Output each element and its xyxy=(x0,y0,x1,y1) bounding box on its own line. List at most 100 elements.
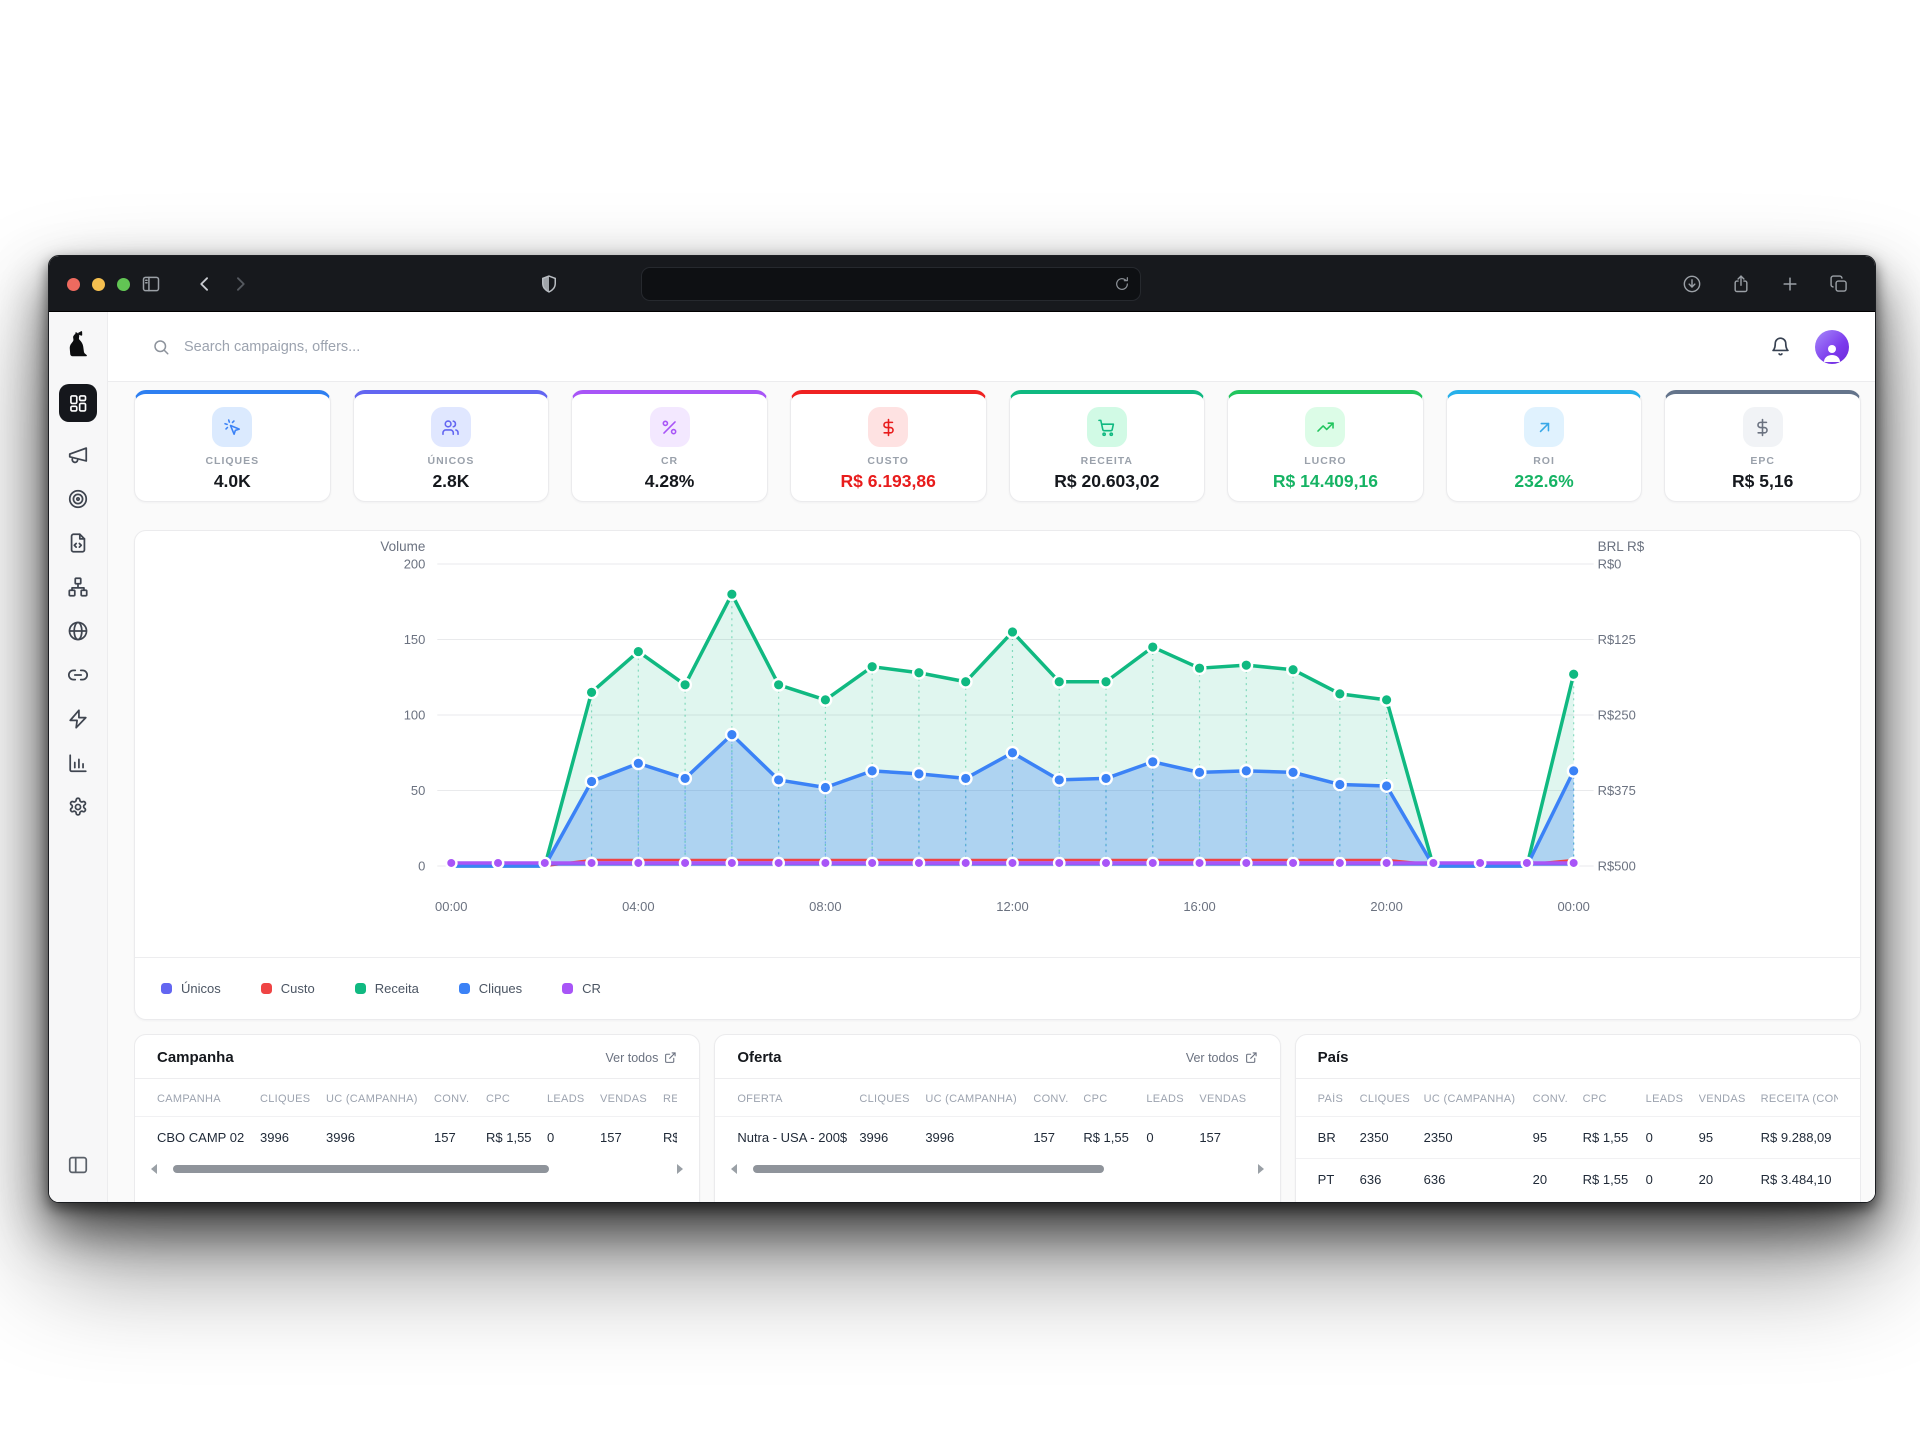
browser-sidebar-toggle-icon[interactable] xyxy=(141,256,161,312)
table-cell: 20 xyxy=(1532,1172,1548,1187)
cursor-click-icon xyxy=(212,407,253,447)
kpi-value: 4.28% xyxy=(644,471,695,491)
kpi-value: R$ 6.193,86 xyxy=(840,471,936,491)
tab-overview-icon[interactable] xyxy=(1829,274,1849,294)
scroll-right-arrow[interactable] xyxy=(1257,1164,1264,1174)
legend-item-cliques[interactable]: Cliques xyxy=(458,981,522,996)
percent-icon xyxy=(649,407,690,447)
sidebar-item-dashboard[interactable] xyxy=(59,384,97,422)
table-cell: 636 xyxy=(1359,1172,1382,1187)
table-row[interactable]: CBO CAMP 02 3996 3996 157 R$ 1,55 0 157 R$ xyxy=(135,1116,700,1158)
ver-todos-link[interactable]: Ver todos xyxy=(1186,1051,1258,1065)
kpi-value: 4.0K xyxy=(213,471,251,491)
sidebar-item-globe-icon[interactable] xyxy=(67,620,89,642)
minimize-window-button[interactable] xyxy=(92,277,105,291)
table-title: País xyxy=(1317,1049,1349,1066)
scrollbar-track[interactable] xyxy=(163,1165,671,1173)
table-divider xyxy=(1295,1078,1860,1079)
app-sidebar xyxy=(49,312,108,1202)
browser-toolbar xyxy=(49,256,1875,312)
sidebar-item-target-icon[interactable] xyxy=(67,488,89,510)
table-title: Oferta xyxy=(737,1049,782,1066)
table-header-cell: VENDAS xyxy=(600,1093,648,1105)
scroll-right-arrow[interactable] xyxy=(677,1164,684,1174)
kpi-card-epc: EPC R$ 5,16 xyxy=(1664,390,1861,502)
sidebar-item-file-code-icon[interactable] xyxy=(67,532,89,554)
svg-text:00:00: 00:00 xyxy=(1557,899,1589,914)
table-header-cell: RECEITA (CONV.) xyxy=(1760,1093,1838,1105)
sidebar-item-network-icon[interactable] xyxy=(67,576,89,598)
zoom-window-button[interactable] xyxy=(117,277,130,291)
performance-chart-card: 200 R$0 150 R$125 100 R$250 50 R$375 0 R$500 Volum… xyxy=(134,530,1861,1020)
legend-item-únicos[interactable]: Únicos xyxy=(161,981,221,996)
collapse-sidebar-icon[interactable] xyxy=(67,1154,89,1176)
kpi-card-lucro: LUCRO R$ 14.409,16 xyxy=(1227,390,1424,502)
table-cell: 20 xyxy=(1698,1172,1714,1187)
horizontal-scrollbar[interactable] xyxy=(715,1158,1279,1174)
svg-text:0: 0 xyxy=(418,858,425,873)
table-row[interactable]: PT 636 636 20 R$ 1,55 0 20 R$ 3.484,10 xyxy=(1295,1158,1860,1200)
new-tab-icon[interactable] xyxy=(1780,274,1800,294)
scroll-left-arrow[interactable] xyxy=(151,1164,157,1174)
scrollbar-track[interactable] xyxy=(743,1165,1251,1173)
scroll-left-arrow[interactable] xyxy=(731,1164,738,1174)
table-divider xyxy=(135,1078,700,1079)
table-row[interactable]: Nutra - USA - 200$ 3996 3996 157 R$ 1,55 0 157 xyxy=(715,1116,1280,1158)
table-header-cell: CPC xyxy=(1083,1093,1108,1105)
dashboard-main: CLIQUES 4.0K ÚNICOS 2.8K CR 4.28% CUSTO R$ 6.19… xyxy=(108,382,1875,1202)
sidebar-item-settings-gear-icon[interactable] xyxy=(67,796,89,818)
traffic-lights xyxy=(67,256,130,312)
table-cell: 2350 xyxy=(1359,1130,1389,1145)
scrollbar-thumb[interactable] xyxy=(753,1165,1105,1173)
table-header-cell: PAÍS xyxy=(1317,1093,1344,1105)
table-cell: 3996 xyxy=(260,1130,289,1145)
sidebar-item-campaigns-megaphone-icon[interactable] xyxy=(67,444,89,466)
sidebar-item-link-icon[interactable] xyxy=(67,664,89,686)
svg-text:R$250: R$250 xyxy=(1598,707,1636,722)
legend-item-receita[interactable]: Receita xyxy=(354,981,419,996)
table-cell: CBO CAMP 02 xyxy=(157,1130,245,1145)
downloads-icon[interactable] xyxy=(1682,274,1702,294)
privacy-shield-icon[interactable] xyxy=(539,256,559,312)
horizontal-scrollbar[interactable] xyxy=(135,1158,699,1174)
kpi-card-cliques: CLIQUES 4.0K xyxy=(134,390,331,502)
legend-item-cr[interactable]: CR xyxy=(562,981,601,996)
sidebar-item-analytics-icon[interactable] xyxy=(67,752,89,774)
legend-swatch xyxy=(562,983,574,994)
kpi-value: 232.6% xyxy=(1514,471,1574,491)
svg-text:20:00: 20:00 xyxy=(1370,899,1402,914)
svg-text:100: 100 xyxy=(404,707,426,722)
back-button-icon[interactable] xyxy=(195,256,215,312)
table-cell: R$ 9.288,09 xyxy=(1760,1130,1832,1145)
sidebar-item-zap-icon[interactable] xyxy=(67,708,89,730)
kpi-card-únicos: ÚNICOS 2.8K xyxy=(352,390,550,502)
arrow-up-right-icon xyxy=(1524,407,1565,447)
table-header-cell: LEADS xyxy=(1645,1093,1684,1105)
forward-button-icon[interactable] xyxy=(230,256,250,312)
dollar-icon xyxy=(868,407,909,447)
table-header-cell: LEADS xyxy=(1146,1093,1184,1105)
kpi-label: LUCRO xyxy=(1304,455,1347,467)
search-input[interactable] xyxy=(184,338,1770,355)
table-cell: 0 xyxy=(1146,1130,1154,1145)
table-cell: Nutra - USA - 200$ xyxy=(737,1130,848,1145)
notifications-bell-icon[interactable] xyxy=(1770,336,1791,357)
summary-tables-row: Campanha Ver todos CAMPANHA CLIQUES UC (CAMP… xyxy=(134,1034,1861,1202)
ver-todos-link[interactable]: Ver todos xyxy=(606,1051,678,1065)
table-divider xyxy=(715,1078,1280,1079)
toolbar-right-cluster xyxy=(1682,256,1849,312)
table-header-cell: CLIQUES xyxy=(859,1093,910,1105)
kpi-value: 2.8K xyxy=(432,471,470,491)
close-window-button[interactable] xyxy=(67,277,80,291)
legend-item-custo[interactable]: Custo xyxy=(260,981,315,996)
scrollbar-thumb[interactable] xyxy=(173,1165,550,1173)
legend-label: Únicos xyxy=(181,981,221,996)
user-avatar[interactable] xyxy=(1815,329,1849,364)
reload-icon[interactable] xyxy=(1114,276,1130,292)
table-cell: 157 xyxy=(434,1130,456,1145)
table-cell: 0 xyxy=(547,1130,555,1145)
legend-swatch xyxy=(161,983,172,994)
table-row[interactable]: BR 2350 2350 95 R$ 1,55 0 95 R$ 9.288,09 xyxy=(1295,1116,1860,1158)
share-icon[interactable] xyxy=(1731,274,1751,294)
address-bar[interactable] xyxy=(641,267,1141,301)
